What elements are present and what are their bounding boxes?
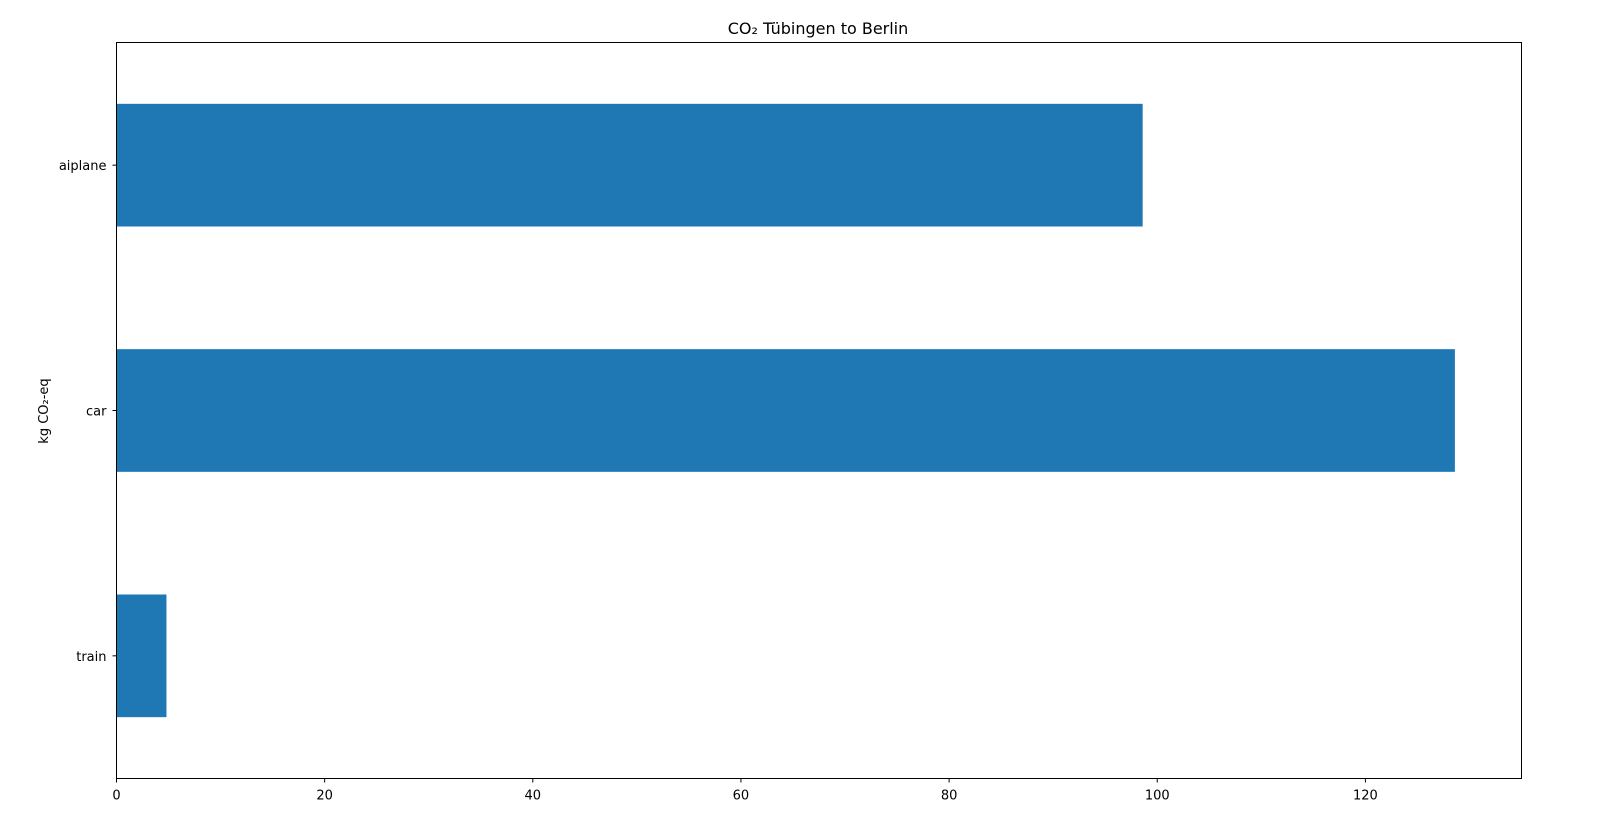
y-tick-label: train [76, 650, 106, 665]
x-tick-label: 80 [941, 789, 958, 804]
x-tick-label: 20 [316, 789, 333, 804]
x-tick-label: 120 [1353, 789, 1378, 804]
x-ticks-group: 0 20 40 60 80 100 120 [112, 778, 1378, 804]
y-tick-label: car [86, 405, 107, 420]
x-tick-label: 100 [1145, 789, 1170, 804]
y-axis-label: kg CO₂-eq [37, 378, 52, 443]
bar-aiplane [116, 103, 1143, 227]
chart-title: CO₂ Tübingen to Berlin [728, 19, 909, 38]
plot-area-frame [116, 42, 1522, 779]
x-tick-label: 0 [112, 789, 120, 804]
x-tick-label: 40 [525, 789, 542, 804]
x-tick-label: 60 [733, 789, 750, 804]
bars-group [116, 103, 1455, 718]
bar-train [116, 594, 167, 718]
bar-car [116, 349, 1455, 472]
y-ticks-group: train car aiplane [59, 159, 117, 665]
y-tick-label: aiplane [59, 159, 107, 174]
